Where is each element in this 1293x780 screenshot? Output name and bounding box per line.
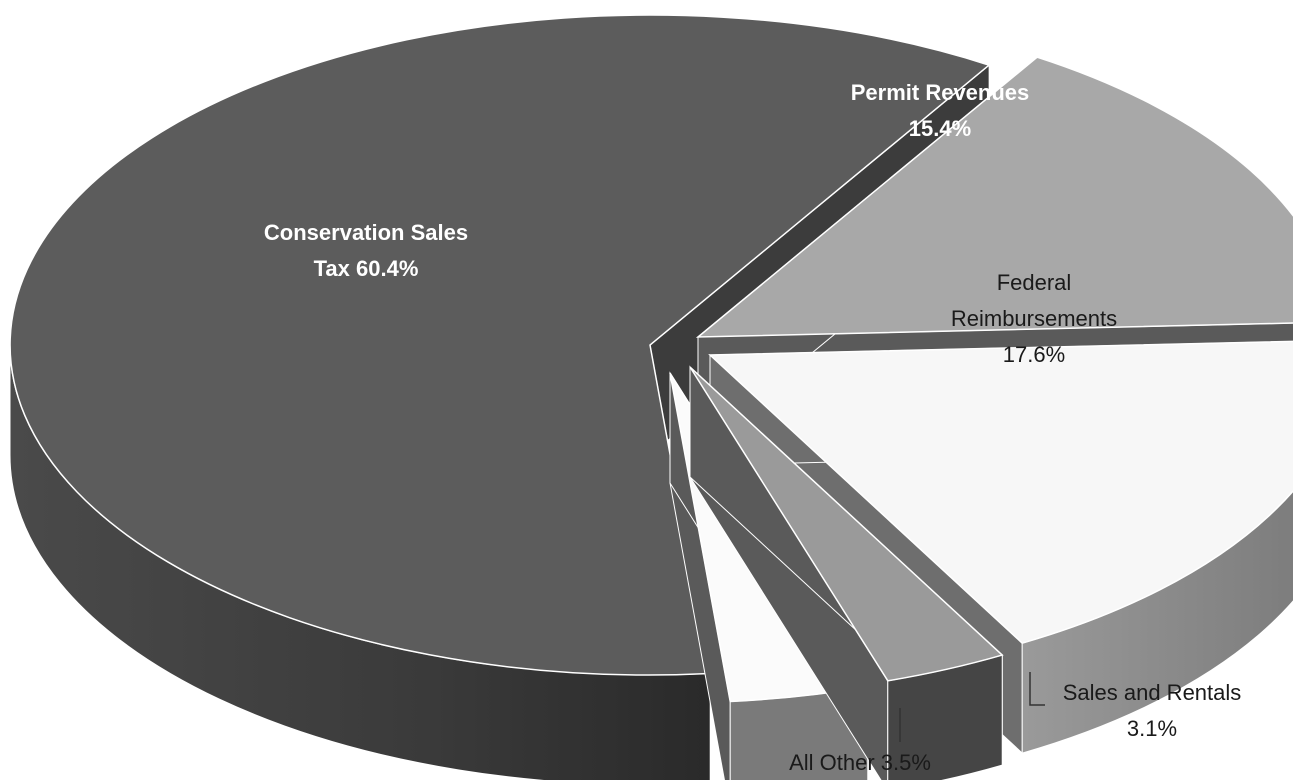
data-label-line: Permit Revenues (851, 80, 1030, 105)
pie-slice-top (689, 366, 1004, 682)
data-label-all-other: All Other 3.5% (789, 750, 931, 775)
data-label-conservation-sales-tax: Conservation Sales Tax 60.4% (264, 220, 468, 281)
data-label-federal-reimbursements: Federal Reimbursements 17.6% (951, 270, 1117, 367)
pie-slice-sales-and-rentals (689, 365, 1004, 780)
pie-slice-top (708, 340, 1293, 644)
data-label-line: Sales and Rentals (1063, 680, 1242, 705)
data-label-line: All Other 3.5% (789, 750, 931, 775)
data-label-line: 3.1% (1127, 716, 1177, 741)
data-label-line: Reimbursements (951, 306, 1117, 331)
data-label-sales-and-rentals: Sales and Rentals 3.1% (1063, 680, 1242, 741)
data-label-line: Conservation Sales (264, 220, 468, 245)
pie-slice-side (1021, 490, 1293, 754)
data-label-line: Federal (997, 270, 1072, 295)
data-label-line: 17.6% (1003, 342, 1065, 367)
data-label-permit-revenues: Permit Revenues 15.4% (851, 80, 1030, 141)
data-label-line: 15.4% (909, 116, 971, 141)
pie-slice-top (9, 14, 991, 676)
pie-slice-top (695, 56, 1293, 338)
leader-line (1029, 672, 1045, 706)
data-label-line: Tax 60.4% (314, 256, 419, 281)
